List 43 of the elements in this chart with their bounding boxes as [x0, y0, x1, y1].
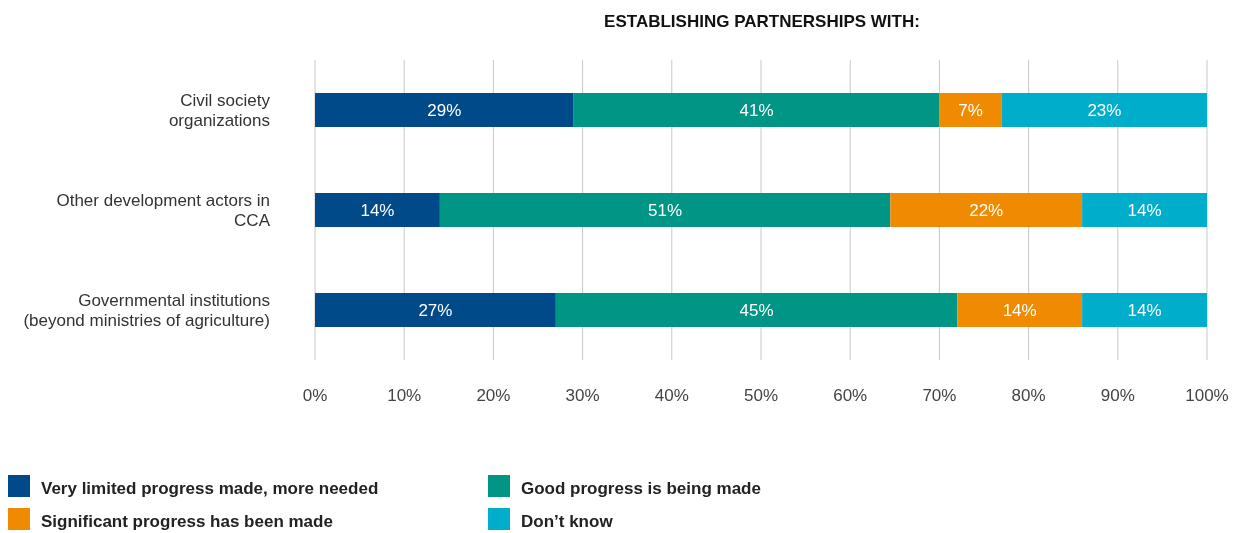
data-label: 7%	[958, 101, 983, 120]
x-tick-label: 0%	[302, 386, 328, 405]
data-label: 22%	[969, 201, 1004, 220]
bar	[1001, 93, 1207, 127]
bar	[957, 293, 1083, 327]
x-tick-label: 90%	[1100, 386, 1135, 405]
x-tick-label: 50%	[743, 386, 779, 405]
bar	[939, 93, 1002, 127]
data-label: 45%	[739, 301, 774, 320]
bar	[439, 193, 891, 227]
y-tick-label: Civil society organizations	[168, 91, 271, 130]
legend-label: Don’t know	[521, 512, 614, 531]
data-label: 14%	[1002, 301, 1037, 320]
data-label: 29%	[427, 101, 462, 120]
bar	[573, 93, 940, 127]
bar	[315, 293, 556, 327]
bar	[555, 293, 958, 327]
data-label: 23%	[1087, 101, 1122, 120]
legend-label: Good progress is being made	[521, 479, 761, 498]
legend-label: Significant progress has been made	[41, 512, 333, 531]
x-tick-label: 10%	[387, 386, 422, 405]
bar	[315, 193, 440, 227]
data-label: 41%	[739, 101, 774, 120]
chart-title: ESTABLISHING PARTNERSHIPS WITH:	[604, 12, 920, 31]
y-tick-label: Governmental institutions (beyond ministries of agriculture)	[23, 291, 270, 330]
legend-label: Very limited progress made, more needed	[41, 479, 379, 498]
x-tick-label: 30%	[565, 386, 600, 405]
y-tick-label: Other development actors in CCA	[56, 191, 271, 230]
bar	[315, 93, 574, 127]
data-label: 27%	[418, 301, 453, 320]
x-tick-label: 20%	[476, 386, 511, 405]
x-tick-label: 70%	[922, 386, 957, 405]
data-label: 14%	[360, 201, 395, 220]
data-label: 51%	[648, 201, 683, 220]
x-tick-label: 80%	[1011, 386, 1046, 405]
bar	[1082, 293, 1207, 327]
x-tick-label: 100%	[1185, 386, 1229, 405]
data-label: 14%	[1127, 201, 1162, 220]
bar	[890, 193, 1083, 227]
x-tick-label: 60%	[833, 386, 868, 405]
bar	[1082, 193, 1207, 227]
data-label: 14%	[1127, 301, 1162, 320]
x-tick-label: 40%	[654, 386, 689, 405]
